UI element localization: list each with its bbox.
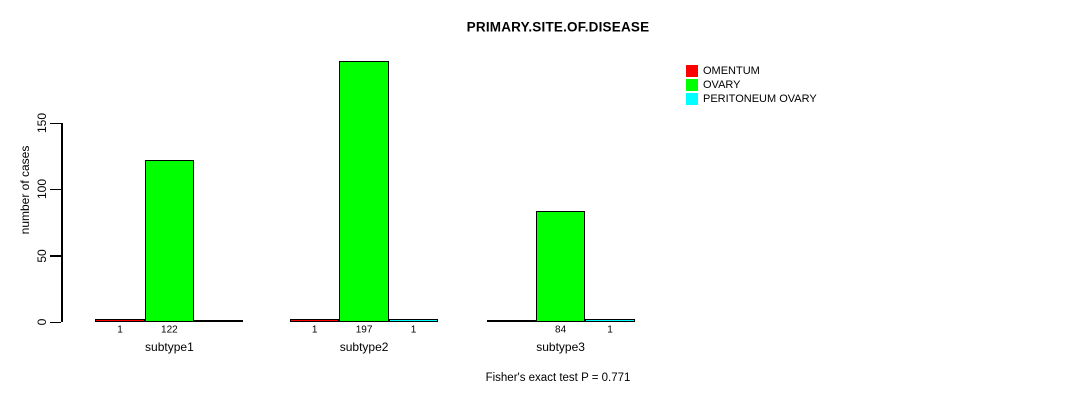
legend-label-peritoneum-ovary: PERITONEUM OVARY [703,93,817,105]
legend-label-omentum: OMENTUM [703,65,760,77]
x-category-label-subtype1: subtype1 [145,340,194,354]
bar-value-label: 122 [161,324,178,336]
bar-ovary-subtype2 [339,61,389,322]
bar-ovary-subtype3 [535,211,586,322]
bar-ovary-subtype1 [144,160,195,322]
y-tick [50,321,61,323]
bar-value-label: 84 [555,324,567,336]
y-tick-label: 0 [35,318,49,326]
legend-swatch-omentum [686,65,698,77]
y-tick-label: 100 [35,179,49,200]
y-axis-line [61,123,63,322]
legend-swatch-peritoneum-ovary [686,93,698,105]
bar-value-label: 1 [117,324,123,336]
legend-swatch-ovary [686,79,698,91]
x-category-label-subtype2: subtype2 [339,340,389,354]
y-tick-label: 150 [35,112,49,134]
legend-entry-omentum: OMENTUM [686,65,817,77]
bar-omentum-subtype1 [95,319,145,322]
bar-omentum-subtype2 [290,319,340,322]
legend-entry-ovary: OVARY [686,79,817,91]
x-category-label-subtype3: subtype3 [536,340,585,354]
bar-peritoneum-ovary-subtype2 [388,319,439,322]
legend-entry-peritoneum-ovary: PERITONEUM OVARY [686,93,817,105]
y-tick-label: 50 [35,248,49,263]
bar-value-label: 1 [410,324,417,336]
bar-peritoneum-ovary-subtype3 [585,319,635,322]
bar-value-label: 197 [355,324,373,336]
y-tick [50,255,61,257]
caption-fisher-test: Fisher's exact test P = 0.771 [485,372,631,384]
chart-title: PRIMARY.SITE.OF.DISEASE [466,19,650,35]
zero-value-baseline [486,320,536,322]
bar-value-label: 1 [607,324,613,336]
zero-value-baseline [194,320,244,322]
y-tick [50,188,61,191]
legend-label-ovary: OVARY [703,79,741,91]
legend: OMENTUM OVARY PERITONEUM OVARY [686,65,817,107]
y-tick [50,122,61,124]
bar-value-label: 1 [311,324,318,336]
